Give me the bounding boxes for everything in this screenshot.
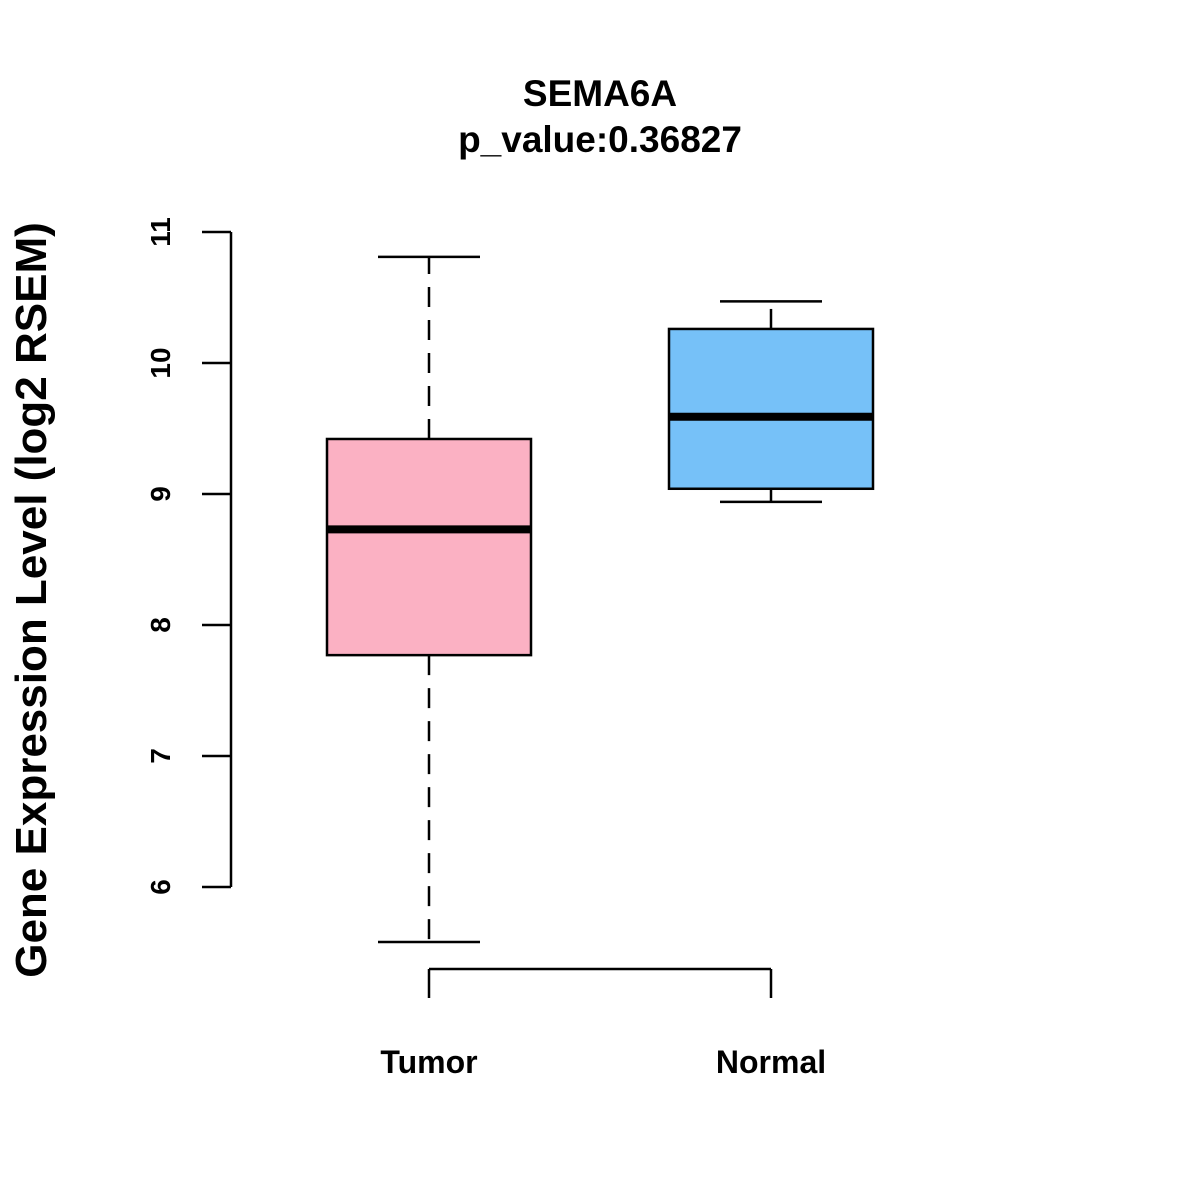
boxes	[325, 255, 875, 944]
y-tick-label: 10	[145, 347, 176, 378]
box-normal	[667, 300, 875, 504]
chart-subtitle: p_value:0.36827	[458, 119, 742, 160]
x-category-label: Normal	[716, 1044, 826, 1080]
y-tick-label: 11	[145, 217, 176, 247]
y-tick-label: 7	[145, 748, 176, 764]
iqr-box	[667, 327, 875, 491]
y-axis-label: Gene Expression Level (log2 RSEM)	[7, 222, 56, 978]
y-axis: 6 7 8 9 10 11	[145, 217, 233, 895]
chart-title: SEMA6A	[523, 73, 677, 114]
box-tumor	[325, 255, 533, 944]
x-axis: Tumor Normal	[380, 967, 826, 1080]
y-tick-label: 9	[145, 486, 176, 502]
iqr-box	[325, 437, 533, 657]
y-tick-label: 8	[145, 617, 176, 633]
x-category-label: Tumor	[380, 1044, 477, 1080]
y-tick-label: 6	[145, 879, 176, 895]
